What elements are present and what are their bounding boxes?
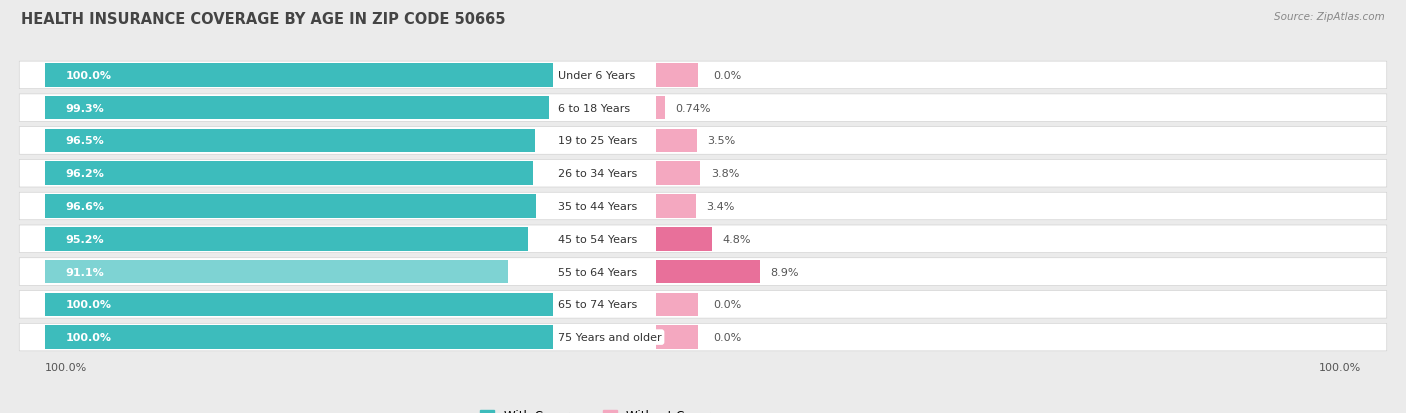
FancyBboxPatch shape [20, 127, 1386, 155]
Text: 100.0%: 100.0% [45, 362, 87, 372]
Bar [657, 129, 697, 153]
Text: 0.0%: 0.0% [713, 332, 741, 342]
Text: HEALTH INSURANCE COVERAGE BY AGE IN ZIP CODE 50665: HEALTH INSURANCE COVERAGE BY AGE IN ZIP … [21, 12, 506, 27]
FancyBboxPatch shape [20, 258, 1386, 286]
Bar [45, 129, 536, 153]
Text: 55 to 64 Years: 55 to 64 Years [558, 267, 637, 277]
Text: 96.6%: 96.6% [66, 202, 105, 211]
Text: 75 Years and older: 75 Years and older [558, 332, 662, 342]
Bar [45, 195, 536, 218]
Bar [657, 195, 696, 218]
Text: 19 to 25 Years: 19 to 25 Years [558, 136, 637, 146]
Bar [45, 228, 529, 251]
Text: 6 to 18 Years: 6 to 18 Years [558, 103, 630, 114]
Bar [657, 325, 697, 349]
FancyBboxPatch shape [20, 95, 1386, 122]
Text: 100.0%: 100.0% [1319, 362, 1361, 372]
FancyBboxPatch shape [20, 193, 1386, 220]
Text: 3.4%: 3.4% [706, 202, 734, 211]
Text: Under 6 Years: Under 6 Years [558, 71, 636, 81]
Text: 95.2%: 95.2% [66, 234, 104, 244]
Text: 100.0%: 100.0% [66, 332, 112, 342]
FancyBboxPatch shape [20, 62, 1386, 90]
Text: 96.5%: 96.5% [66, 136, 104, 146]
Text: 96.2%: 96.2% [66, 169, 104, 179]
Bar [45, 162, 533, 185]
Text: 45 to 54 Years: 45 to 54 Years [558, 234, 637, 244]
Text: 3.5%: 3.5% [707, 136, 735, 146]
Bar [45, 325, 553, 349]
Bar [657, 293, 697, 316]
Bar [657, 97, 665, 120]
Text: 26 to 34 Years: 26 to 34 Years [558, 169, 637, 179]
Text: 99.3%: 99.3% [66, 103, 104, 114]
Bar [657, 162, 700, 185]
Text: 91.1%: 91.1% [66, 267, 104, 277]
Text: 0.74%: 0.74% [675, 103, 711, 114]
Bar [657, 64, 697, 88]
Bar [45, 97, 550, 120]
Text: 35 to 44 Years: 35 to 44 Years [558, 202, 637, 211]
Bar [657, 228, 711, 251]
Text: 8.9%: 8.9% [770, 267, 799, 277]
FancyBboxPatch shape [20, 225, 1386, 253]
Legend: With Coverage, Without Coverage: With Coverage, Without Coverage [475, 404, 738, 413]
Text: 65 to 74 Years: 65 to 74 Years [558, 299, 637, 310]
Bar [45, 260, 508, 284]
Text: Source: ZipAtlas.com: Source: ZipAtlas.com [1274, 12, 1385, 22]
Text: 0.0%: 0.0% [713, 71, 741, 81]
Text: 0.0%: 0.0% [713, 299, 741, 310]
Text: 4.8%: 4.8% [723, 234, 751, 244]
Text: 100.0%: 100.0% [66, 71, 112, 81]
Bar [45, 64, 553, 88]
FancyBboxPatch shape [20, 323, 1386, 351]
FancyBboxPatch shape [20, 160, 1386, 188]
Bar [657, 260, 759, 284]
Bar [45, 293, 553, 316]
FancyBboxPatch shape [20, 291, 1386, 318]
Text: 100.0%: 100.0% [66, 299, 112, 310]
Text: 3.8%: 3.8% [711, 169, 740, 179]
